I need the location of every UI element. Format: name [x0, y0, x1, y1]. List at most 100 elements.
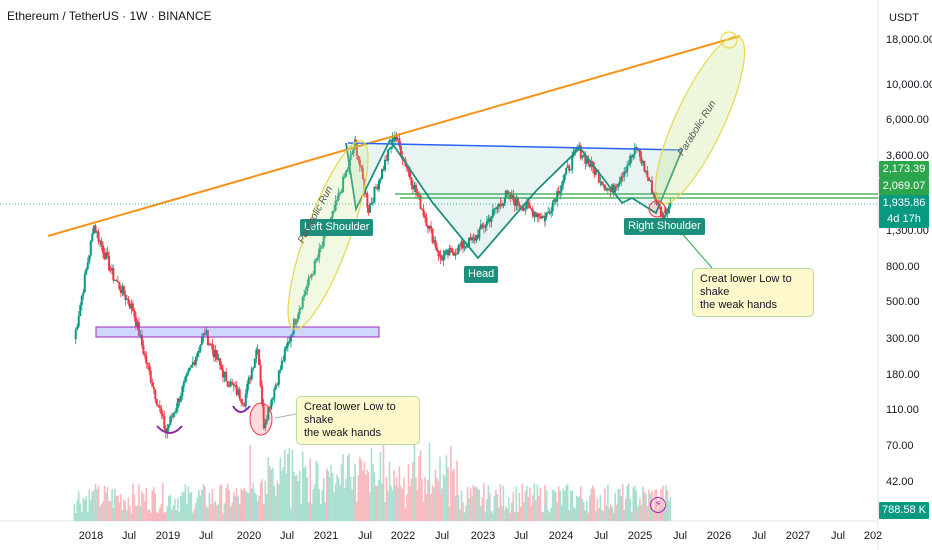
candle-body — [318, 248, 321, 258]
volume-bar — [372, 463, 374, 521]
volume-bar — [231, 502, 234, 521]
candle-body — [584, 154, 587, 164]
volume-bar — [121, 510, 124, 521]
candle-body — [199, 344, 202, 351]
volume-bar — [99, 506, 101, 521]
volume-bar — [489, 493, 491, 521]
candle-body — [482, 226, 485, 228]
candle-body — [456, 253, 459, 255]
volume-bar — [111, 489, 113, 521]
candle-body — [490, 216, 493, 222]
candle-body — [371, 202, 374, 204]
candle-body — [157, 405, 160, 407]
volume-bar — [378, 479, 380, 521]
volume-bar — [565, 485, 567, 521]
candle-body — [152, 386, 155, 390]
support-zone-box — [95, 326, 380, 338]
candle-body — [119, 289, 122, 294]
candle-body — [88, 255, 91, 263]
volume-bar — [376, 485, 379, 521]
candle-body — [161, 414, 164, 416]
y-tick-label: 18,000.00 — [886, 34, 932, 46]
candle-body — [439, 254, 442, 259]
candle-body — [115, 280, 118, 282]
volume-bar — [258, 495, 260, 521]
candle-body — [588, 163, 591, 167]
candle-body — [342, 176, 345, 193]
candle-body — [105, 252, 108, 259]
volume-bar — [601, 509, 603, 521]
volume-bar — [646, 505, 649, 521]
volume-bar — [547, 509, 549, 521]
volume-bar — [669, 496, 672, 521]
candle-body — [113, 280, 116, 282]
volume-bar — [168, 496, 170, 521]
y-tick-label: 3,600.00 — [886, 150, 929, 162]
volume-bar — [618, 488, 621, 521]
volume-bar — [521, 483, 524, 521]
candle-body — [632, 154, 635, 158]
candle-body — [540, 215, 543, 219]
volume-bar — [234, 496, 237, 521]
candle-body — [542, 215, 545, 217]
candle-body — [647, 177, 650, 182]
volume-bar — [310, 503, 313, 521]
candle-body — [459, 245, 462, 247]
volume-bar — [427, 479, 429, 521]
flash-event-icon[interactable]: ⚡ — [650, 497, 666, 513]
candle-body — [223, 372, 226, 378]
volume-bar — [312, 488, 315, 521]
y-tick-label: 42.00 — [886, 476, 914, 488]
candle-body — [340, 192, 343, 194]
price-tag-2173: 2,173.39 — [879, 161, 929, 178]
candle-body — [194, 357, 197, 365]
candle-body — [550, 211, 553, 214]
candle-body — [339, 192, 342, 194]
volume-bar — [410, 478, 413, 521]
volume-bar — [425, 493, 428, 521]
candle-body — [274, 384, 277, 389]
candle-body — [82, 292, 85, 296]
candle-body — [238, 389, 241, 400]
volume-bar — [415, 477, 417, 521]
volume-bar — [367, 472, 370, 521]
candle-body — [142, 345, 145, 354]
volume-bar — [400, 486, 402, 521]
price-tag-last: 1,935.86 — [879, 195, 929, 212]
volume-bar — [442, 474, 445, 521]
candle-body — [448, 248, 451, 256]
candle-body — [473, 237, 476, 241]
candle-body — [295, 319, 298, 324]
candle-body — [605, 189, 608, 191]
volume-bar — [645, 494, 647, 521]
volume-bar — [181, 491, 184, 521]
volume-bar — [174, 498, 176, 521]
candle-body — [256, 349, 259, 351]
candle-body — [411, 185, 414, 190]
volume-bar — [621, 484, 624, 521]
volume-bar — [82, 498, 85, 521]
candle-body — [388, 148, 391, 150]
volume-bar — [97, 485, 100, 521]
candle-body — [262, 417, 265, 429]
volume-bar — [220, 484, 223, 521]
volume-bar — [609, 504, 612, 521]
candle-body — [149, 370, 152, 383]
volume-bar — [114, 489, 116, 521]
candle-body — [187, 370, 190, 374]
candle-body — [361, 167, 364, 180]
candle-body — [300, 307, 303, 309]
long-term-trendline — [47, 35, 741, 237]
candle-body — [566, 165, 569, 168]
candle-body — [366, 194, 369, 208]
candle-body — [367, 207, 370, 213]
x-tick-label: 2018 — [78, 530, 104, 542]
volume-bar — [293, 471, 295, 521]
candle-body — [170, 416, 173, 418]
candle-body — [370, 202, 373, 205]
volume-bar — [436, 478, 438, 521]
candle-body — [606, 188, 609, 190]
candle-body — [559, 190, 562, 194]
